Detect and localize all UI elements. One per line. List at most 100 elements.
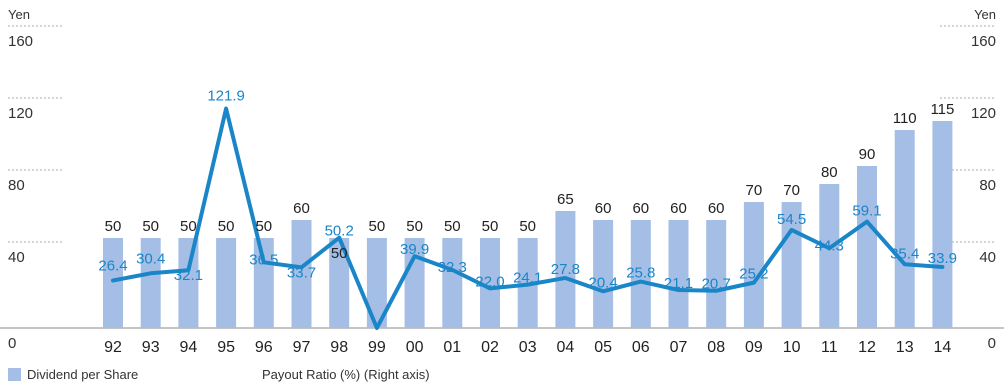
bar-05 (593, 220, 614, 328)
bar-value-label-94: 50 (180, 218, 197, 235)
bar-13 (894, 130, 915, 328)
bar-06 (630, 220, 651, 328)
bar-07 (668, 220, 689, 328)
left-tick-label-160: 160 (8, 33, 33, 50)
bar-14 (932, 121, 953, 328)
right-axis-unit: Yen (974, 7, 996, 22)
line-value-label-07: 21.1 (664, 275, 693, 292)
category-label-99: 99 (368, 339, 386, 356)
category-label-04: 04 (557, 339, 575, 356)
bar-value-label-93: 50 (142, 218, 159, 235)
line-value-label-01: 32.3 (438, 259, 467, 276)
category-label-10: 10 (783, 339, 801, 356)
payout-ratio-line (111, 106, 945, 330)
line-value-label-93: 30.4 (136, 250, 165, 267)
bar-value-label-95: 50 (218, 218, 235, 235)
category-label-13: 13 (896, 339, 914, 356)
category-label-94: 94 (180, 339, 198, 356)
line-value-label-02: 22.0 (475, 273, 504, 290)
line-value-label-00: 39.9 (400, 241, 429, 258)
line-value-label-97: 33.7 (287, 264, 316, 281)
line-value-label-13: 35.4 (890, 245, 919, 262)
right-tick-label-80: 80 (979, 177, 996, 194)
right-tick-label-120: 120 (971, 105, 996, 122)
bar-98 (329, 238, 350, 328)
right-tick-label-0: 0 (988, 335, 996, 352)
line-value-label-05: 20.4 (588, 274, 617, 291)
bar-value-label-01: 50 (444, 218, 461, 235)
category-label-14: 14 (934, 339, 952, 356)
right-tick-label-160: 160 (971, 33, 996, 50)
category-label-07: 07 (670, 339, 688, 356)
category-label-00: 00 (406, 339, 424, 356)
bar-value-label-02: 50 (482, 218, 499, 235)
line-value-label-08: 20.7 (702, 276, 731, 293)
right-tick-label-40: 40 (979, 249, 996, 266)
bar-value-label-03: 50 (519, 218, 536, 235)
line-value-label-10: 54.5 (777, 211, 806, 228)
bar-11 (819, 184, 840, 328)
category-label-08: 08 (707, 339, 725, 356)
line-value-label-96: 36.5 (249, 251, 278, 268)
bar-value-label-07: 60 (670, 200, 687, 217)
bar-08 (706, 220, 727, 328)
left-axis-unit: Yen (8, 7, 30, 22)
bar-value-label-14: 115 (930, 101, 954, 118)
legend-swatch-dividend (8, 368, 21, 381)
category-label-09: 09 (745, 339, 763, 356)
bar-value-label-97: 60 (293, 200, 310, 217)
left-tick-label-40: 40 (8, 249, 25, 266)
category-label-92: 92 (104, 339, 122, 356)
line-value-label-06: 25.8 (626, 265, 655, 282)
bar-01 (442, 238, 463, 328)
bar-12 (857, 166, 877, 328)
bar-value-label-05: 60 (595, 200, 612, 217)
line-group (111, 106, 945, 330)
bar-value-label-98: 50 (331, 245, 348, 262)
bar-94 (178, 238, 199, 328)
category-label-96: 96 (255, 339, 273, 356)
line-value-label-14: 33.9 (928, 250, 957, 267)
bar-09 (743, 202, 764, 328)
bar-value-label-12: 90 (859, 146, 876, 163)
bar-92 (103, 238, 123, 328)
category-label-05: 05 (594, 339, 612, 356)
category-label-06: 06 (632, 339, 650, 356)
category-label-97: 97 (293, 339, 311, 356)
left-tick-label-80: 80 (8, 177, 25, 194)
bar-04 (555, 211, 576, 328)
legend-dividend: Dividend per Share (8, 367, 138, 382)
bar-96 (253, 238, 274, 328)
bar-93 (140, 238, 161, 328)
bar-95 (216, 238, 237, 328)
bar-value-label-99: 50 (369, 218, 386, 235)
bar-value-label-96: 50 (255, 218, 272, 235)
line-value-label-09: 25.2 (739, 266, 768, 283)
line-value-label-95: 121.9 (207, 88, 245, 105)
category-label-03: 03 (519, 339, 537, 356)
bar-99 (366, 238, 387, 328)
legend-label-payout: Payout Ratio (%) (Right axis) (262, 367, 430, 382)
category-label-12: 12 (858, 339, 876, 356)
left-tick-label-120: 120 (8, 105, 33, 122)
bar-value-label-00: 50 (406, 218, 423, 235)
line-value-label-98: 50.2 (325, 223, 354, 240)
bars-group (103, 121, 953, 328)
category-label-02: 02 (481, 339, 499, 356)
bar-02 (480, 238, 500, 328)
bar-value-label-13: 110 (893, 110, 917, 127)
category-label-98: 98 (330, 339, 348, 356)
bar-value-label-08: 60 (708, 200, 725, 217)
legend-label-dividend: Dividend per Share (27, 367, 139, 382)
line-value-label-94: 32.1 (174, 267, 203, 284)
line-value-label-03: 24.1 (513, 270, 542, 287)
line-value-label-12: 59.1 (852, 203, 881, 220)
bar-value-label-11: 80 (821, 164, 838, 181)
bar-value-label-10: 70 (783, 182, 800, 199)
bar-97 (291, 220, 312, 328)
left-tick-label-0: 0 (8, 335, 16, 352)
bar-value-label-06: 60 (632, 200, 649, 217)
category-label-93: 93 (142, 339, 160, 356)
